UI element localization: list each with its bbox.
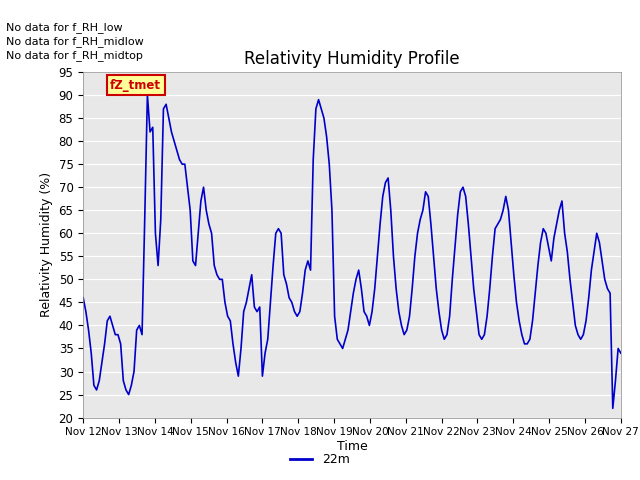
Text: No data for f_RH_low: No data for f_RH_low: [6, 22, 123, 33]
Title: Relativity Humidity Profile: Relativity Humidity Profile: [244, 49, 460, 68]
Y-axis label: Relativity Humidity (%): Relativity Humidity (%): [40, 172, 53, 317]
Legend: 22m: 22m: [285, 448, 355, 471]
Text: No data for f_RH_midtop: No data for f_RH_midtop: [6, 50, 143, 61]
Text: fZ_tmet: fZ_tmet: [110, 79, 161, 92]
X-axis label: Time: Time: [337, 440, 367, 453]
Text: No data for f_RH_midlow: No data for f_RH_midlow: [6, 36, 144, 47]
